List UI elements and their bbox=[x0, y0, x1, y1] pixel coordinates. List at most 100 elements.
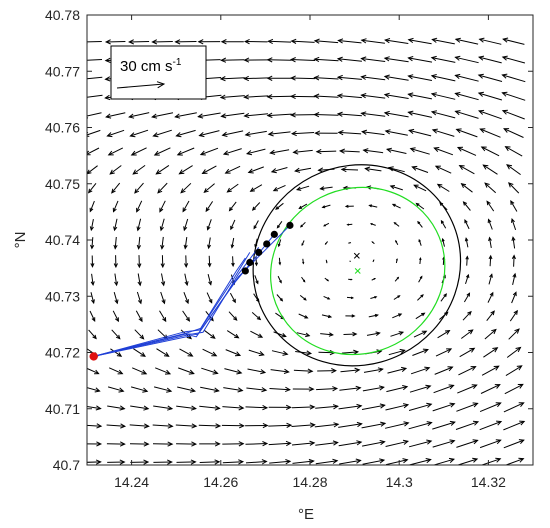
field-arrow bbox=[114, 273, 119, 287]
field-arrow bbox=[503, 439, 525, 449]
field-arrow bbox=[176, 459, 197, 465]
field-arrow bbox=[336, 111, 362, 117]
field-arrow bbox=[395, 239, 399, 245]
field-arrow bbox=[295, 350, 313, 356]
field-arrow bbox=[199, 441, 221, 447]
field-arrow bbox=[290, 38, 315, 44]
field-arrow bbox=[385, 403, 410, 411]
field-arrow bbox=[371, 241, 375, 245]
field-arrow bbox=[197, 112, 221, 119]
field-arrow bbox=[221, 423, 245, 429]
field-arrow bbox=[313, 75, 339, 81]
field-arrow bbox=[362, 458, 386, 465]
field-arrow bbox=[458, 366, 477, 376]
field-arrow bbox=[431, 128, 455, 137]
y-tick-label: 40.7 bbox=[53, 457, 80, 473]
field-arrow bbox=[268, 404, 292, 410]
field-arrow bbox=[430, 74, 456, 82]
field-arrow bbox=[394, 276, 400, 282]
field-arrow bbox=[478, 109, 502, 120]
scale-legend-text: 30 cm s bbox=[120, 58, 173, 75]
field-arrow bbox=[321, 314, 333, 319]
field-arrow bbox=[383, 56, 409, 63]
field-arrow bbox=[113, 291, 119, 305]
field-arrow bbox=[251, 312, 262, 321]
field-arrow bbox=[504, 383, 524, 395]
field-arrow bbox=[273, 331, 287, 338]
field-arrow bbox=[207, 237, 212, 250]
field-arrow bbox=[203, 183, 215, 194]
field-arrow bbox=[112, 310, 119, 323]
field-arrow bbox=[180, 182, 192, 194]
field-arrow bbox=[338, 421, 363, 428]
field-arrow bbox=[480, 457, 502, 465]
field-arrow bbox=[315, 440, 339, 446]
field-arrow bbox=[316, 386, 339, 392]
field-arrow bbox=[411, 165, 429, 173]
field-arrow bbox=[456, 457, 479, 465]
field-arrow bbox=[434, 366, 454, 375]
field-arrow bbox=[153, 405, 174, 411]
trajectory-end-point bbox=[286, 221, 294, 229]
field-arrow bbox=[129, 441, 150, 447]
field-arrow bbox=[454, 37, 479, 45]
field-arrow bbox=[336, 56, 362, 62]
field-arrow bbox=[368, 204, 378, 208]
field-arrow bbox=[270, 368, 290, 374]
field-arrow bbox=[360, 111, 386, 117]
field-arrow bbox=[409, 458, 432, 465]
field-arrow bbox=[88, 182, 97, 194]
field-arrow bbox=[432, 439, 456, 448]
trajectory-start-point bbox=[89, 352, 98, 361]
trajectory-end-point bbox=[255, 248, 263, 256]
field-arrow bbox=[128, 112, 150, 119]
field-arrow bbox=[277, 275, 282, 284]
field-arrow bbox=[87, 76, 103, 82]
field-arrow bbox=[339, 458, 362, 465]
field-arrow bbox=[483, 347, 499, 358]
field-arrow bbox=[206, 219, 212, 231]
field-arrow bbox=[436, 183, 450, 192]
field-arrow bbox=[87, 367, 100, 375]
field-arrow bbox=[314, 422, 340, 428]
field-arrow bbox=[198, 423, 222, 429]
field-arrow bbox=[488, 254, 493, 267]
field-arrow bbox=[222, 459, 245, 465]
field-arrow bbox=[225, 349, 242, 357]
field-arrow bbox=[384, 421, 410, 429]
y-tick-label: 40.71 bbox=[45, 401, 80, 417]
trajectory-end-point bbox=[246, 258, 254, 267]
field-arrow bbox=[201, 367, 219, 375]
field-arrow bbox=[136, 200, 143, 213]
field-arrow bbox=[383, 74, 409, 81]
field-arrow bbox=[299, 221, 306, 228]
drifter-trajectories bbox=[93, 225, 291, 357]
field-arrow bbox=[160, 236, 165, 250]
field-arrow bbox=[202, 348, 218, 357]
field-arrow bbox=[87, 94, 103, 100]
field-arrow bbox=[197, 39, 221, 45]
field-arrow bbox=[412, 348, 429, 356]
field-arrow bbox=[383, 92, 409, 99]
trajectory-markers bbox=[89, 221, 294, 361]
field-arrow bbox=[464, 237, 469, 248]
field-arrow bbox=[231, 256, 235, 268]
field-arrow bbox=[135, 310, 143, 323]
field-arrow bbox=[87, 405, 102, 411]
field-arrow bbox=[503, 420, 526, 431]
eddy-center-marker-green bbox=[354, 267, 361, 274]
field-arrow bbox=[226, 183, 239, 193]
field-arrow bbox=[440, 293, 447, 302]
field-arrow bbox=[174, 39, 197, 45]
field-arrow bbox=[512, 272, 517, 286]
field-arrow bbox=[182, 310, 191, 322]
field-arrow bbox=[338, 148, 360, 154]
field-arrow bbox=[390, 331, 405, 337]
field-arrow bbox=[501, 55, 526, 64]
field-arrow bbox=[505, 365, 523, 377]
field-arrow bbox=[276, 221, 283, 229]
field-arrow bbox=[336, 93, 362, 99]
field-arrow bbox=[506, 164, 521, 176]
field-arrow bbox=[290, 130, 315, 137]
field-arrow bbox=[433, 147, 454, 156]
